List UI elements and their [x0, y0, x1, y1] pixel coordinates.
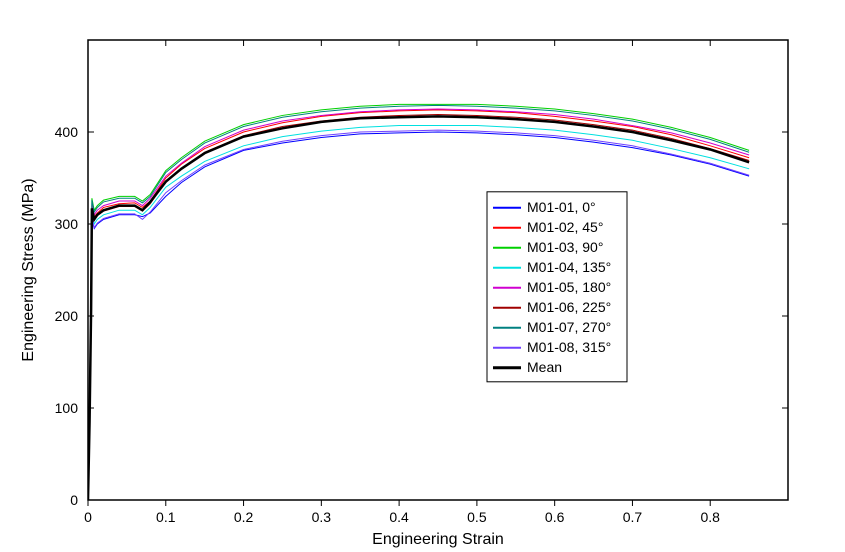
- chart-background: [0, 0, 845, 552]
- x-axis-label: Engineering Strain: [372, 531, 504, 548]
- legend: M01-01, 0° M01-02, 45° M01-03, 90° M01-04, …: [487, 192, 627, 382]
- legend-label: M01-02, 45°: [527, 219, 603, 235]
- legend-label: M01-03, 90°: [527, 239, 603, 255]
- x-tick-label: 0.2: [234, 509, 254, 525]
- x-tick-label: 0.8: [700, 509, 720, 525]
- legend-label: M01-07, 270°: [527, 319, 611, 335]
- y-axis-label: Engineering Stress (MPa): [20, 178, 37, 361]
- legend-label: M01-06, 225°: [527, 299, 611, 315]
- legend-label: Mean: [527, 359, 562, 375]
- y-tick-label: 100: [55, 400, 79, 416]
- legend-label: M01-08, 315°: [527, 339, 611, 355]
- y-tick-label: 400: [55, 124, 79, 140]
- x-tick-label: 0.7: [623, 509, 643, 525]
- x-tick-label: 0.5: [467, 509, 487, 525]
- y-tick-label: 300: [55, 216, 79, 232]
- x-tick-label: 0.3: [312, 509, 332, 525]
- x-tick-label: 0.1: [156, 509, 176, 525]
- legend-label: M01-05, 180°: [527, 279, 611, 295]
- y-tick-label: 0: [70, 492, 78, 508]
- x-tick-label: 0: [84, 509, 92, 525]
- x-tick-label: 0.6: [545, 509, 565, 525]
- legend-label: M01-01, 0°: [527, 199, 596, 215]
- legend-label: M01-04, 135°: [527, 259, 611, 275]
- x-tick-label: 0.4: [389, 509, 409, 525]
- y-tick-label: 200: [55, 308, 79, 324]
- chart-container: 0 0.1 0.2 0.3 0.4 0.5 0.6 0.7 0.8 0 100 200 300 400 En…: [0, 0, 845, 552]
- stress-strain-chart: 0 0.1 0.2 0.3 0.4 0.5 0.6 0.7 0.8 0 100 200 300 400 En…: [0, 0, 845, 552]
